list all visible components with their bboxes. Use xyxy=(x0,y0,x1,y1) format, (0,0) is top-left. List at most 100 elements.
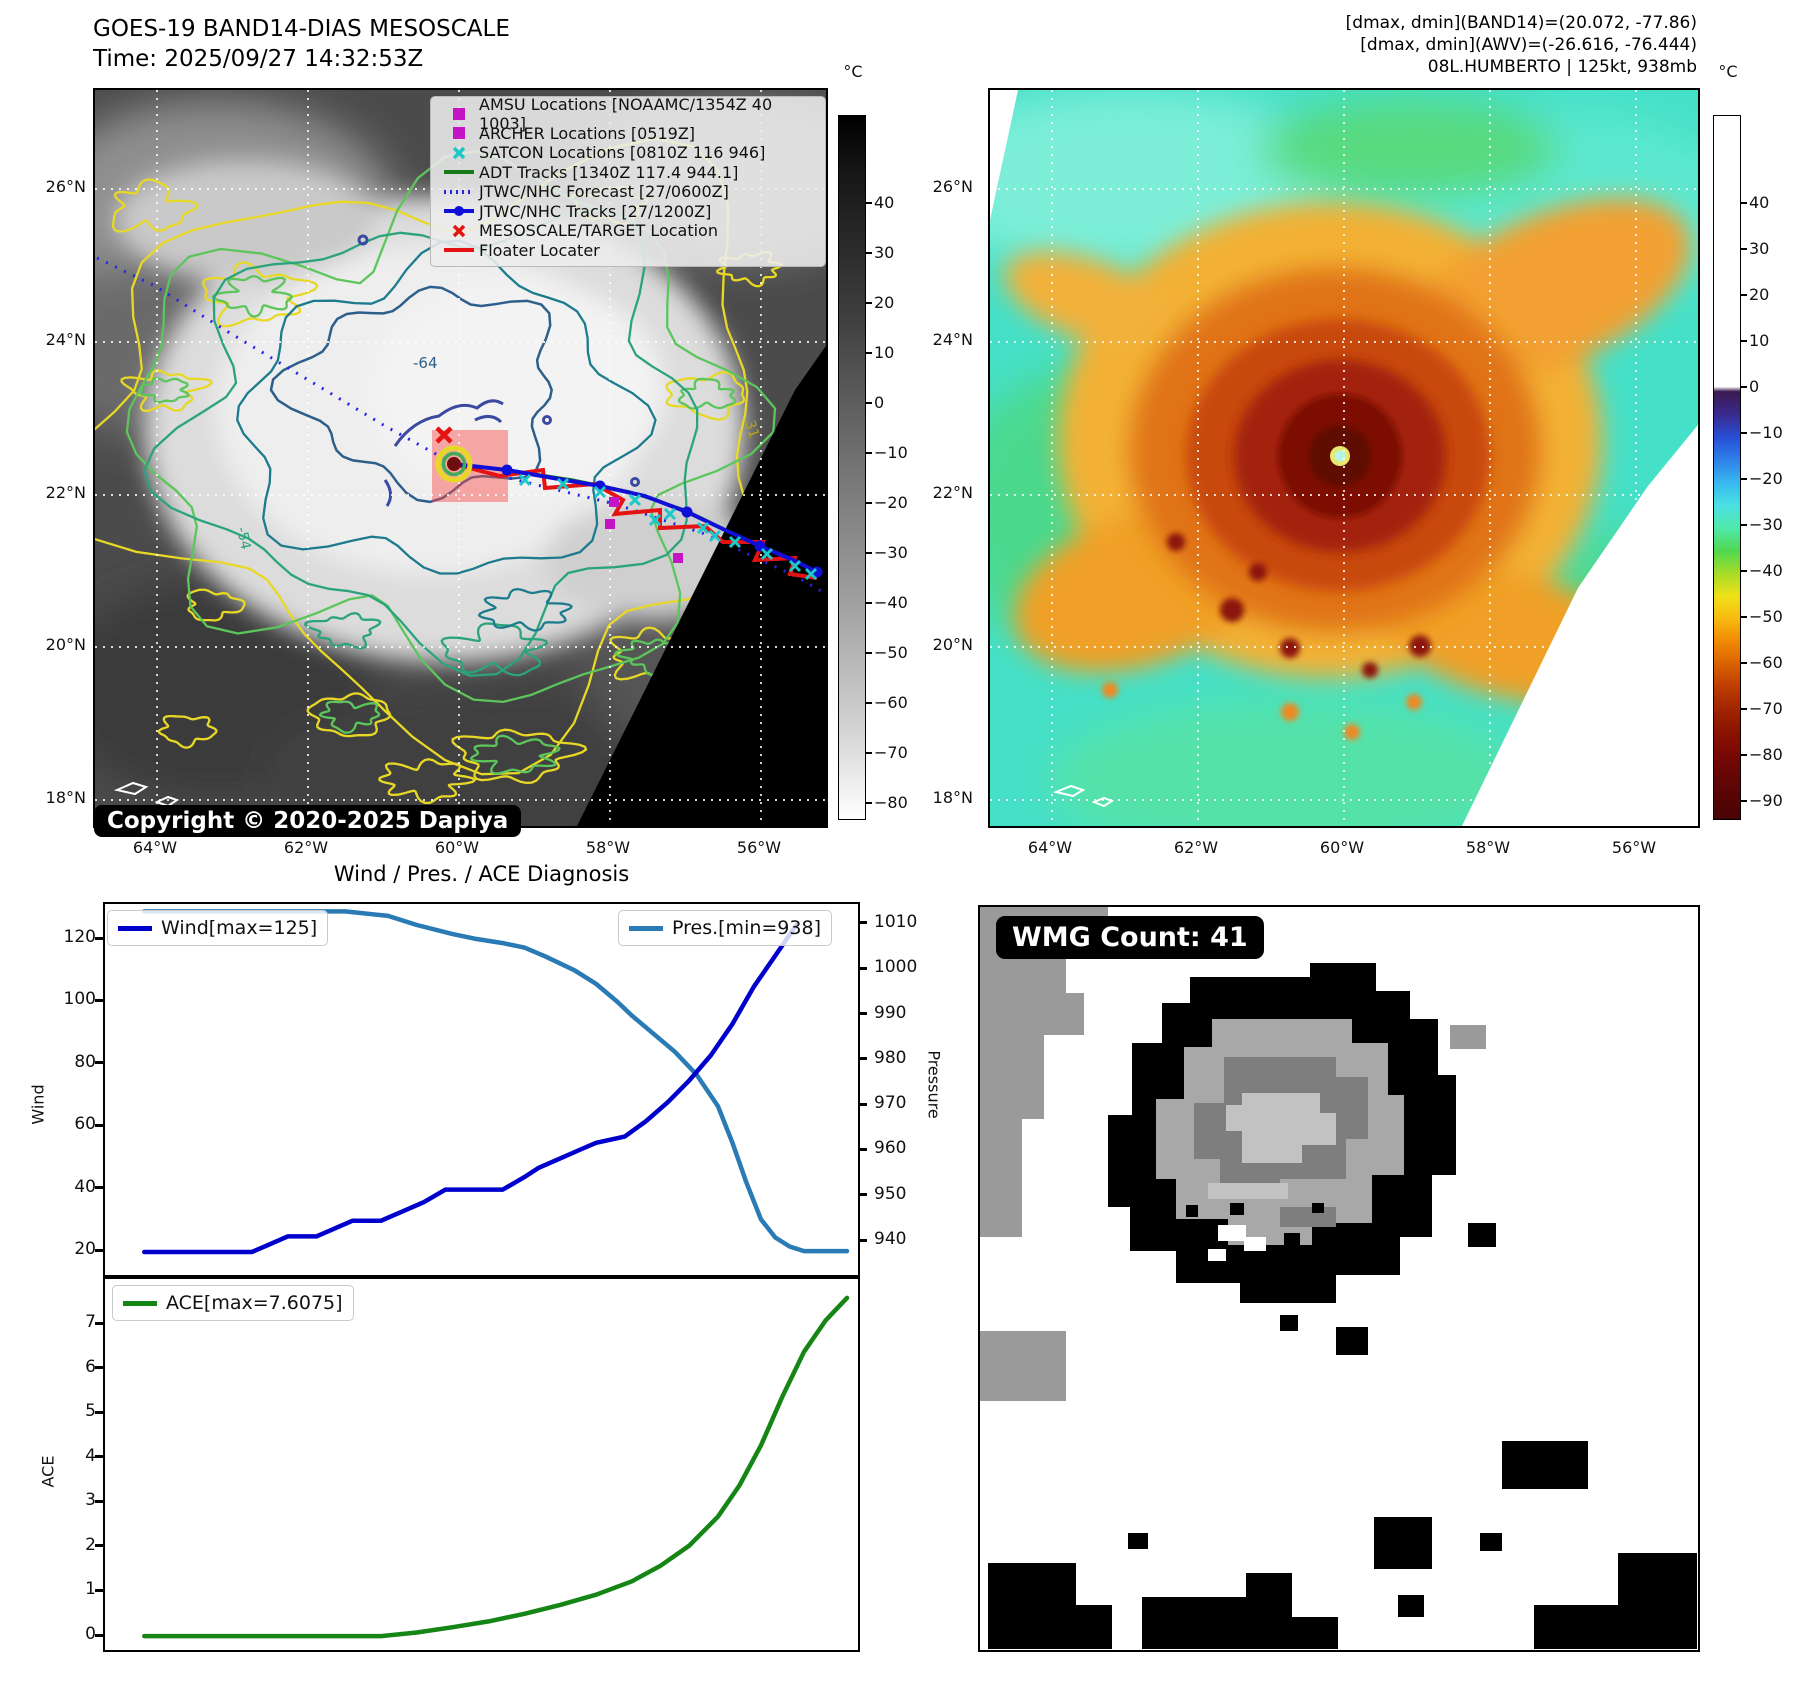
axis-tickmark xyxy=(95,1321,104,1325)
pressure-tick: 950 xyxy=(874,1183,907,1204)
lon-label: 64°W xyxy=(132,838,178,857)
colorbar-left-tick: 10 xyxy=(874,343,895,362)
legend-item: JTWC/NHC Forecast [27/0600Z] xyxy=(439,182,817,202)
band14-colorbar xyxy=(838,115,866,820)
colorbar-left-tick: −60 xyxy=(874,693,908,712)
lat-label-right: 24°N xyxy=(932,330,973,349)
colorbar-tickmark xyxy=(866,552,872,554)
colorbar-tickmark xyxy=(1741,340,1747,342)
ace-tick: 7 xyxy=(85,1312,96,1332)
legend-item: AMSU Locations [NOAAMC/1354Z 40 1003] xyxy=(439,95,817,133)
wmg-panel xyxy=(978,905,1700,1652)
legend-item-label: SATCON Locations [0810Z 116 946] xyxy=(479,143,766,163)
colorbar-tickmark xyxy=(1741,616,1747,618)
colorbar-right-tick: 0 xyxy=(1749,377,1760,396)
lat-label: 24°N xyxy=(45,330,86,349)
lat-label: 22°N xyxy=(45,483,86,502)
pressure-legend: Pres.[min=938] xyxy=(618,910,832,946)
lon-label-right: 56°W xyxy=(1611,838,1657,857)
colorbar-right-tick: −80 xyxy=(1749,745,1783,764)
colorbar-tickmark xyxy=(1741,754,1747,756)
colorbar-right-tick: 30 xyxy=(1749,239,1770,258)
dmax-band14-readout: [dmax, dmin](BAND14)=(20.072, -77.86) xyxy=(1345,13,1697,33)
legend-item-label: MESOSCALE/TARGET Location xyxy=(479,221,718,241)
colorbar-right-tick: −10 xyxy=(1749,423,1783,442)
colorbar-left-tick: −10 xyxy=(874,443,908,462)
axis-tickmark xyxy=(95,1366,104,1370)
colorbar-tickmark xyxy=(866,452,872,454)
colorbar-left-unit: °C xyxy=(843,62,863,81)
ace-tick: 5 xyxy=(85,1401,96,1422)
axis-tickmark xyxy=(95,998,104,1002)
colorbar-left-tick: −30 xyxy=(874,543,908,562)
wind-tick: 120 xyxy=(63,927,96,947)
colorbar-left-tick: 0 xyxy=(874,393,885,412)
colorbar-right-tick: 20 xyxy=(1749,285,1770,304)
colorbar-right-tick: −30 xyxy=(1749,515,1783,534)
axis-tickmark xyxy=(95,936,104,940)
lat-label-right: 22°N xyxy=(932,483,973,502)
colorbar-tickmark xyxy=(1741,662,1747,664)
lon-label-right: 58°W xyxy=(1465,838,1511,857)
colorbar-right-tick: −20 xyxy=(1749,469,1783,488)
axis-tickmark xyxy=(858,1193,867,1197)
colorbar-tickmark xyxy=(866,702,872,704)
axis-tickmark xyxy=(95,1499,104,1503)
colorbar-left-tick: −70 xyxy=(874,743,908,762)
goes-title: GOES-19 BAND14-DIAS MESOSCALE xyxy=(93,16,510,42)
legend-item: ARCHER Locations [0519Z] xyxy=(439,124,817,144)
wind-tick: 100 xyxy=(63,989,96,1010)
map-legend: AMSU Locations [NOAAMC/1354Z 40 1003] ARC… xyxy=(430,95,826,267)
pressure-tick: 960 xyxy=(874,1138,907,1159)
ir-enhanced-map xyxy=(988,88,1700,828)
colorbar-tickmark xyxy=(866,502,872,504)
diagnosis-title: Wind / Pres. / ACE Diagnosis xyxy=(333,862,630,886)
contour-label-64: -64 xyxy=(413,354,438,372)
lat-label: 26°N xyxy=(45,177,86,196)
ace-tick: 4 xyxy=(85,1445,96,1466)
ir-colorbar xyxy=(1713,115,1741,820)
contour-label-31: 31 xyxy=(741,418,762,440)
colorbar-left-tick: 20 xyxy=(874,293,895,312)
colorbar-tickmark xyxy=(1741,524,1747,526)
lat-label-right: 26°N xyxy=(932,177,973,196)
axis-tickmark xyxy=(95,1123,104,1127)
line-dot-marker-icon xyxy=(439,204,479,218)
pressure-tick: 1000 xyxy=(874,957,918,978)
wind-tick: 80 xyxy=(74,1051,96,1072)
axis-tickmark xyxy=(858,1147,867,1151)
pressure-tick: 980 xyxy=(874,1047,907,1068)
legend-item: ADT Tracks [1340Z 117.4 944.1] xyxy=(439,163,817,183)
x-marker-icon xyxy=(439,146,479,160)
ace-swatch xyxy=(123,1300,157,1306)
colorbar-left-tick: 40 xyxy=(874,193,895,212)
axis-tickmark xyxy=(95,1544,104,1548)
ace-legend-label: ACE[max=7.6075] xyxy=(166,1292,343,1314)
colorbar-tickmark xyxy=(1741,432,1747,434)
legend-item: Floater Locater xyxy=(439,241,817,261)
axis-tickmark xyxy=(858,1057,867,1061)
wind-tick: 40 xyxy=(74,1176,96,1197)
colorbar-left-tick: 30 xyxy=(874,243,895,262)
legend-item-label: ARCHER Locations [0519Z] xyxy=(479,123,696,143)
ace-tick: 0 xyxy=(85,1624,96,1644)
legend-item: JTWC/NHC Tracks [27/1200Z] xyxy=(439,202,817,222)
colorbar-tickmark xyxy=(866,252,872,254)
wind-axis-label: Wind xyxy=(28,1084,48,1125)
axis-tickmark xyxy=(95,1588,104,1592)
ace-chart xyxy=(103,1277,860,1652)
pressure-tick: 940 xyxy=(874,1229,907,1249)
legend-item-label: JTWC/NHC Forecast [27/0600Z] xyxy=(479,182,729,202)
sector-edge-wedge-right xyxy=(1461,424,1698,826)
square-marker-icon xyxy=(439,126,479,140)
legend-item-label: AMSU Locations [NOAAMC/1354Z 40 1003] xyxy=(479,94,773,133)
colorbar-left-tick: −50 xyxy=(874,643,908,662)
axis-tickmark xyxy=(95,1633,104,1637)
ace-tick: 2 xyxy=(85,1534,96,1555)
storm-intensity-readout: 08L.HUMBERTO | 125kt, 938mb xyxy=(1427,57,1697,77)
axis-tickmark xyxy=(858,921,867,925)
legend-item-label: JTWC/NHC Tracks [27/1200Z] xyxy=(479,201,712,221)
line-marker-icon xyxy=(439,165,479,179)
dmax-awv-readout: [dmax, dmin](AWV)=(-26.616, -76.444) xyxy=(1360,35,1697,55)
legend-item: MESOSCALE/TARGET Location xyxy=(439,221,817,241)
